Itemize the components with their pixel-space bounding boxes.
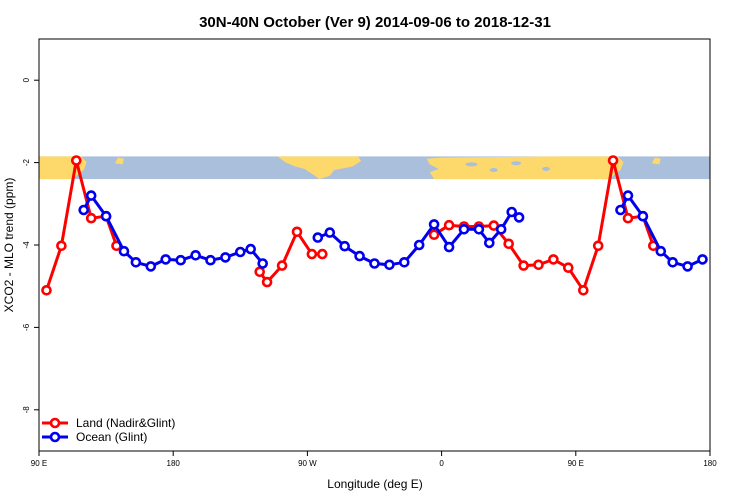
data-point (518, 260, 529, 271)
data-point (592, 240, 604, 252)
y-tick-label: 0 (22, 77, 31, 82)
data-point (85, 212, 97, 224)
series-ocean (78, 190, 708, 272)
data-point (100, 210, 112, 222)
data-point (41, 284, 52, 296)
data-point (235, 246, 246, 258)
data-point (428, 219, 440, 230)
data-point (443, 241, 455, 253)
data-point (205, 254, 216, 266)
series-line (433, 159, 655, 292)
data-point (473, 224, 485, 235)
map-land-shape (115, 157, 124, 165)
data-point (548, 254, 559, 265)
data-point (56, 240, 67, 252)
plot-frame (38, 38, 711, 452)
data-point (413, 239, 425, 251)
legend-land-marker (49, 417, 61, 429)
map-water-shape (465, 162, 478, 167)
series-line (45, 159, 118, 291)
y-tick-label: -2 (22, 158, 31, 166)
x-tick-label: 90 W (298, 459, 317, 468)
data-point (607, 155, 619, 166)
legend-ocean-label: Ocean (Glint) (76, 430, 147, 444)
data-point (160, 254, 171, 265)
data-point (513, 212, 525, 223)
map-water-shape (511, 161, 522, 166)
data-point (145, 261, 157, 272)
map-land-shape (651, 157, 661, 165)
data-point (495, 224, 507, 235)
data-point (655, 245, 667, 257)
map-water-shape (489, 168, 498, 173)
map-band (39, 156, 710, 180)
data-point (697, 254, 708, 265)
data-point (339, 240, 351, 252)
data-point (562, 262, 574, 274)
data-point (354, 250, 365, 262)
data-point (276, 260, 288, 271)
data-point (428, 229, 440, 240)
data-point (533, 259, 544, 271)
data-point (306, 248, 318, 260)
data-point (483, 237, 495, 249)
data-point (637, 210, 649, 222)
x-axis-label: Longitude (deg E) (327, 477, 422, 491)
data-point (622, 212, 634, 224)
legend-land-label: Land (Nadir&Glint) (76, 416, 175, 430)
data-point (369, 258, 380, 269)
series-layer (41, 155, 708, 296)
data-point (458, 224, 470, 235)
y-axis: 0 -2 -4 -6 -8 (22, 77, 39, 413)
chart-title: 30N-40N October (Ver 9) 2014-09-06 to 20… (199, 14, 551, 31)
y-tick-label: -8 (22, 406, 31, 414)
x-tick-label: 90 E (31, 459, 47, 468)
data-point (384, 259, 395, 271)
series-line (317, 210, 520, 267)
data-point (261, 276, 273, 288)
data-point (682, 261, 693, 272)
y-axis-label: XCO2 - MLO trend (ppm) (2, 178, 16, 313)
data-point (254, 266, 266, 278)
data-point (398, 256, 410, 268)
x-axis: 90 E 180 90 W 0 90 E 180 (31, 451, 717, 468)
x-tick-label: 90 E (568, 459, 584, 468)
legend: Land (Nadir&Glint) Ocean (Glint) (42, 416, 175, 444)
map-water-shape (541, 166, 550, 171)
data-point (71, 155, 82, 166)
data-point (257, 258, 269, 269)
data-point (245, 243, 256, 255)
data-point (577, 284, 589, 296)
y-tick-label: -4 (22, 241, 31, 249)
data-point (78, 204, 89, 216)
map-land-shape (426, 156, 624, 180)
data-point (443, 219, 455, 231)
series-land (41, 155, 659, 296)
data-point (190, 250, 201, 261)
y-tick-label: -6 (22, 323, 31, 331)
x-tick-label: 0 (439, 459, 444, 468)
data-point (118, 245, 130, 257)
data-point (291, 226, 303, 238)
data-point (324, 227, 336, 238)
x-tick-label: 180 (703, 459, 717, 468)
data-point (130, 256, 142, 268)
x-tick-label: 180 (167, 459, 181, 468)
data-point (622, 190, 634, 201)
data-point (316, 248, 328, 260)
data-point (312, 232, 324, 243)
data-point (667, 256, 679, 268)
data-point (175, 254, 186, 266)
data-point (85, 190, 97, 201)
map-land-shape (277, 156, 362, 180)
data-point (615, 204, 626, 216)
legend-ocean-marker (49, 431, 61, 443)
data-point (503, 238, 515, 250)
data-point (506, 206, 518, 218)
data-point (220, 252, 231, 263)
